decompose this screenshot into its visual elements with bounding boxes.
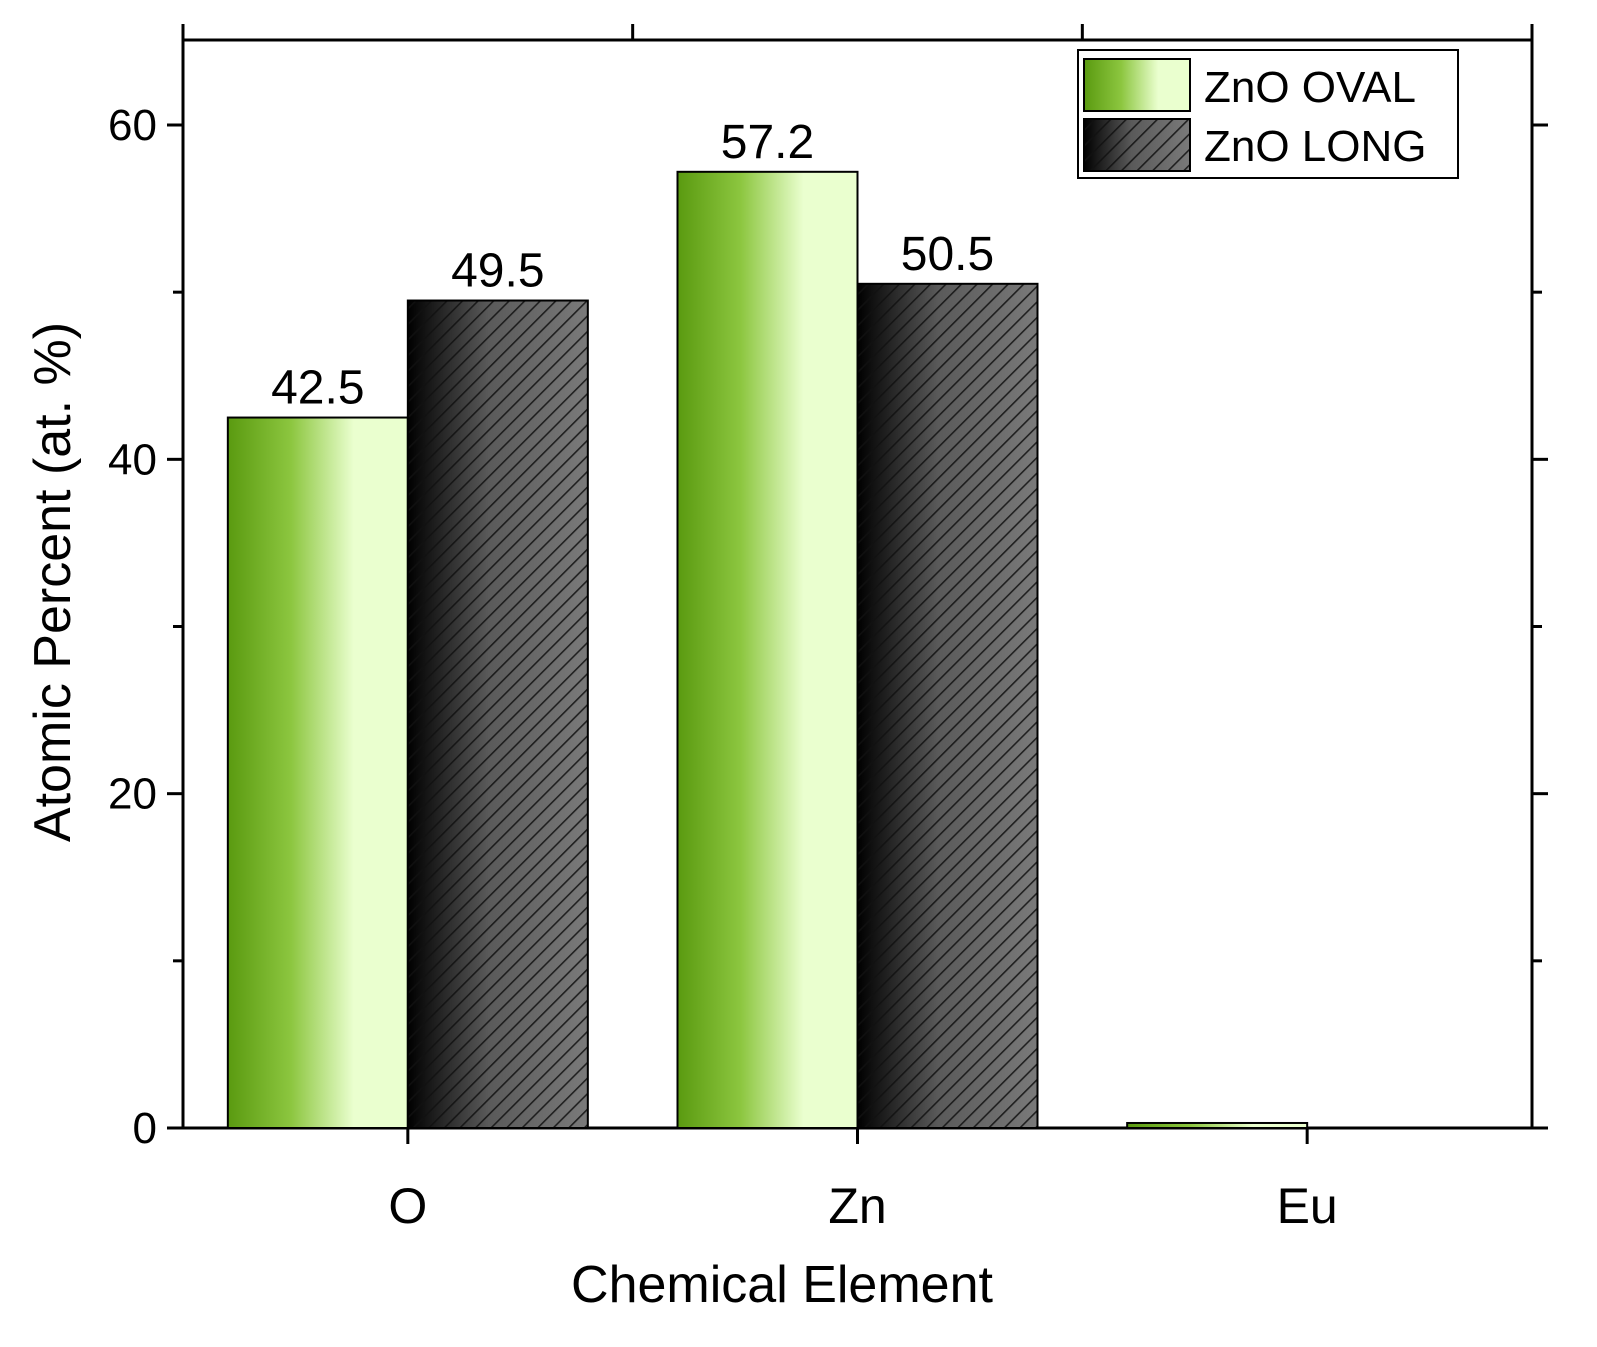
y-axis-title: Atomic Percent (at. %) — [24, 322, 82, 842]
bar-zn-zno-oval — [676, 170, 859, 1130]
bar-border-zn-zno-long — [856, 282, 1039, 1129]
legend-swatch-zno-long-hatch — [1084, 119, 1190, 171]
bar-eu-zno-oval — [1126, 1121, 1309, 1129]
y-tick-label: 0 — [133, 1104, 157, 1153]
data-label: 50.5 — [901, 228, 994, 281]
y-tick-label: 40 — [108, 435, 157, 484]
legend: ZnO OVAL ZnO LONG — [1077, 49, 1459, 179]
legend-swatch-zno-oval — [1083, 58, 1191, 112]
y-tick-label: 20 — [108, 770, 157, 819]
bars-layer — [226, 170, 1309, 1130]
x-tick-label: Eu — [1277, 1178, 1338, 1234]
bar-hatch-zn-zno-long — [857, 283, 1038, 1128]
legend-label-zno-oval: ZnO OVAL — [1204, 63, 1416, 112]
data-label: 49.5 — [451, 245, 544, 298]
data-label: 42.5 — [271, 362, 364, 415]
legend-swatch-zno-long-border — [1083, 118, 1191, 172]
bar-o-zno-oval — [226, 416, 409, 1129]
y-tick-label: 60 — [108, 101, 157, 150]
bar-border-o-zno-long — [406, 299, 589, 1129]
labels-layer: 42.5 57.2 49.5 50.5 — [271, 116, 994, 415]
x-tick-label: O — [388, 1178, 427, 1234]
legend-label-zno-long: ZnO LONG — [1204, 122, 1427, 171]
x-axis-title: Chemical Element — [571, 1256, 993, 1314]
x-tick-label: Zn — [828, 1178, 886, 1234]
bar-hatch-o-zno-long — [407, 300, 588, 1128]
data-label: 57.2 — [721, 116, 814, 169]
